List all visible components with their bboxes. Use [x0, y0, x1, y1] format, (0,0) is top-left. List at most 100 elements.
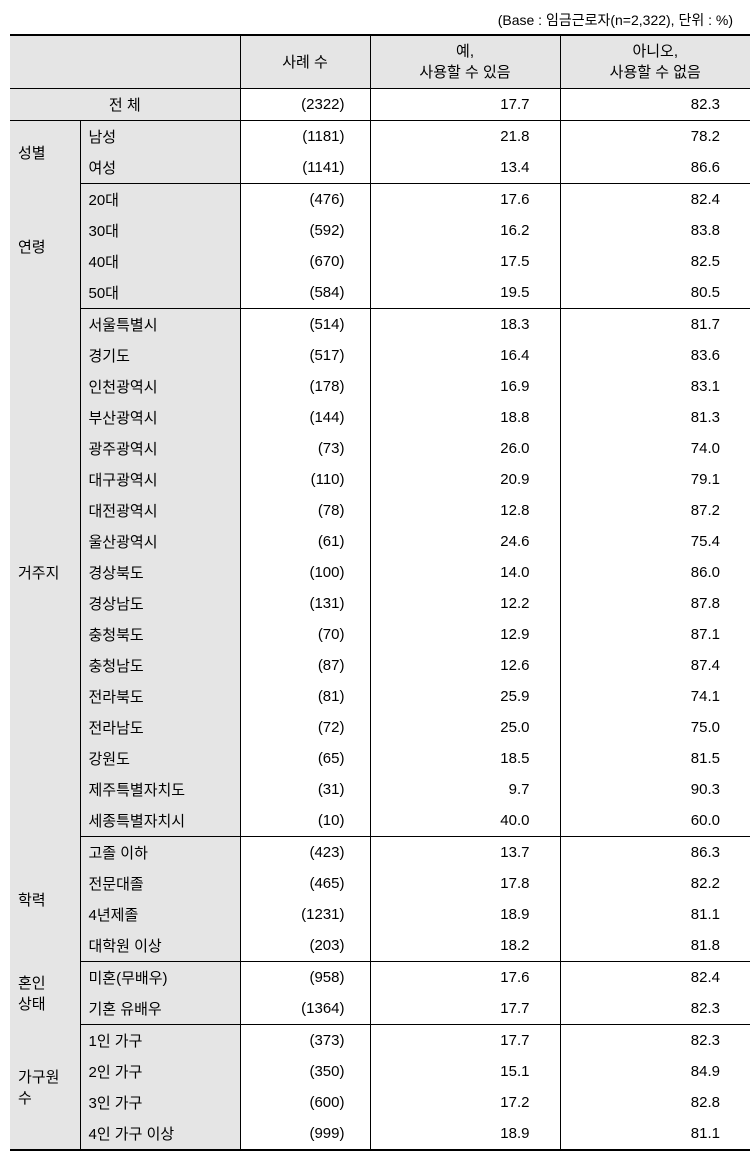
- row-label: 대전광역시: [80, 495, 240, 526]
- table-row: 50대(584)19.580.5: [10, 277, 750, 309]
- row-yes: 19.5: [370, 277, 560, 309]
- row-count: (81): [240, 681, 370, 712]
- table-row: 여성(1141)13.486.6: [10, 152, 750, 184]
- row-label: 인천광역시: [80, 371, 240, 402]
- row-no: 90.3: [560, 774, 750, 805]
- header-yes-l2: 사용할 수 있음: [419, 64, 510, 81]
- table-row: 거주지서울특별시(514)18.381.7: [10, 309, 750, 341]
- row-yes: 16.4: [370, 340, 560, 371]
- row-no: 82.3: [560, 1025, 750, 1057]
- total-yes: 17.7: [370, 89, 560, 121]
- row-no: 87.4: [560, 650, 750, 681]
- row-count: (65): [240, 743, 370, 774]
- survey-table: 사례 수 예, 사용할 수 있음 아니오, 사용할 수 없음 전 체(2322)…: [10, 34, 750, 1151]
- row-count: (958): [240, 962, 370, 994]
- table-header: 사례 수 예, 사용할 수 있음 아니오, 사용할 수 없음: [10, 35, 750, 89]
- row-yes: 17.7: [370, 1025, 560, 1057]
- row-yes: 18.2: [370, 930, 560, 962]
- row-no: 81.1: [560, 1118, 750, 1150]
- row-yes: 16.2: [370, 215, 560, 246]
- row-no: 74.0: [560, 433, 750, 464]
- row-label: 40대: [80, 246, 240, 277]
- row-no: 78.2: [560, 121, 750, 153]
- row-label: 경상북도: [80, 557, 240, 588]
- row-count: (178): [240, 371, 370, 402]
- table-row: 대학원 이상(203)18.281.8: [10, 930, 750, 962]
- row-label: 전라북도: [80, 681, 240, 712]
- row-no: 82.2: [560, 868, 750, 899]
- row-count: (78): [240, 495, 370, 526]
- table-row: 대구광역시(110)20.979.1: [10, 464, 750, 495]
- row-no: 86.3: [560, 837, 750, 869]
- row-count: (999): [240, 1118, 370, 1150]
- total-label: 전 체: [10, 89, 240, 121]
- group-label: 연령: [10, 184, 80, 309]
- row-label: 강원도: [80, 743, 240, 774]
- table-row: 40대(670)17.582.5: [10, 246, 750, 277]
- table-row: 기혼 유배우(1364)17.782.3: [10, 993, 750, 1025]
- row-label: 충청남도: [80, 650, 240, 681]
- row-label: 전문대졸: [80, 868, 240, 899]
- row-count: (1141): [240, 152, 370, 184]
- table-row: 부산광역시(144)18.881.3: [10, 402, 750, 433]
- row-label: 1인 가구: [80, 1025, 240, 1057]
- row-label: 3인 가구: [80, 1087, 240, 1118]
- header-no-l2: 사용할 수 없음: [610, 64, 701, 81]
- row-yes: 13.7: [370, 837, 560, 869]
- row-label: 세종특별자치시: [80, 805, 240, 837]
- table-caption: (Base : 임금근로자(n=2,322), 단위 : %): [10, 10, 743, 30]
- row-label: 경상남도: [80, 588, 240, 619]
- row-yes: 18.8: [370, 402, 560, 433]
- row-no: 82.5: [560, 246, 750, 277]
- table-row: 세종특별자치시(10)40.060.0: [10, 805, 750, 837]
- table-row: 강원도(65)18.581.5: [10, 743, 750, 774]
- table-row: 인천광역시(178)16.983.1: [10, 371, 750, 402]
- row-yes: 17.5: [370, 246, 560, 277]
- table-row: 경상북도(100)14.086.0: [10, 557, 750, 588]
- row-no: 82.8: [560, 1087, 750, 1118]
- group-label: 성별: [10, 121, 80, 184]
- row-label: 광주광역시: [80, 433, 240, 464]
- row-yes: 40.0: [370, 805, 560, 837]
- row-yes: 12.8: [370, 495, 560, 526]
- row-label: 4년제졸: [80, 899, 240, 930]
- row-yes: 25.0: [370, 712, 560, 743]
- table-row: 전라남도(72)25.075.0: [10, 712, 750, 743]
- row-no: 79.1: [560, 464, 750, 495]
- table-row: 4인 가구 이상(999)18.981.1: [10, 1118, 750, 1150]
- row-count: (465): [240, 868, 370, 899]
- row-no: 82.4: [560, 962, 750, 994]
- row-label: 4인 가구 이상: [80, 1118, 240, 1150]
- group-label: 혼인상태: [10, 962, 80, 1025]
- row-no: 84.9: [560, 1056, 750, 1087]
- header-yes-l1: 예,: [456, 43, 474, 60]
- row-label: 20대: [80, 184, 240, 216]
- row-no: 75.4: [560, 526, 750, 557]
- row-label: 30대: [80, 215, 240, 246]
- row-label: 미혼(무배우): [80, 962, 240, 994]
- row-count: (1181): [240, 121, 370, 153]
- table-row: 울산광역시(61)24.675.4: [10, 526, 750, 557]
- row-yes: 12.6: [370, 650, 560, 681]
- row-count: (31): [240, 774, 370, 805]
- row-count: (144): [240, 402, 370, 433]
- table-row: 전문대졸(465)17.882.2: [10, 868, 750, 899]
- row-yes: 24.6: [370, 526, 560, 557]
- row-label: 남성: [80, 121, 240, 153]
- row-yes: 14.0: [370, 557, 560, 588]
- row-label: 여성: [80, 152, 240, 184]
- row-no: 83.8: [560, 215, 750, 246]
- row-yes: 16.9: [370, 371, 560, 402]
- header-no-l1: 아니오,: [632, 43, 678, 60]
- table-row: 혼인상태미혼(무배우)(958)17.682.4: [10, 962, 750, 994]
- row-yes: 12.2: [370, 588, 560, 619]
- row-no: 87.2: [560, 495, 750, 526]
- header-yes: 예, 사용할 수 있음: [370, 35, 560, 89]
- row-count: (670): [240, 246, 370, 277]
- row-count: (131): [240, 588, 370, 619]
- header-count: 사례 수: [240, 35, 370, 89]
- table-row: 충청북도(70)12.987.1: [10, 619, 750, 650]
- row-no: 81.1: [560, 899, 750, 930]
- row-count: (584): [240, 277, 370, 309]
- table-row-total: 전 체(2322)17.782.3: [10, 89, 750, 121]
